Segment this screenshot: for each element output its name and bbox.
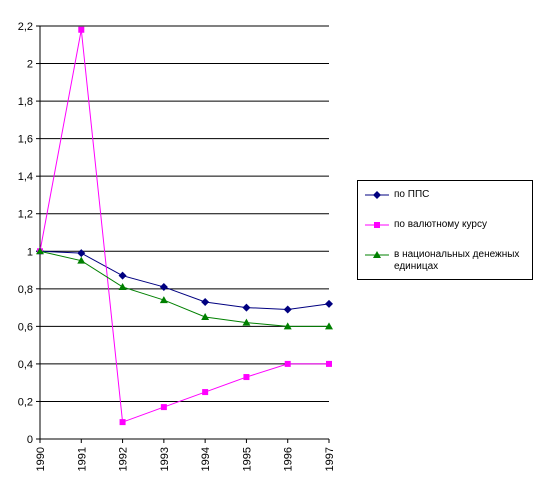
series-line	[39, 250, 329, 327]
legend-swatch-marker	[373, 251, 381, 258]
y-tick-label: 0,4	[18, 359, 33, 371]
y-tick-label: 1	[27, 246, 33, 258]
legend-swatch-marker	[373, 191, 381, 199]
y-axis-tick-labels: 0 0,2 0,4 0,6 0,8 1 1,2 1,4 1,6 1,8 2 2,2	[18, 21, 33, 446]
x-tick-label: 1993	[159, 447, 171, 471]
data-point	[325, 322, 333, 330]
legend-swatch-marker	[374, 222, 380, 228]
data-point	[36, 247, 44, 255]
data-point	[77, 249, 86, 258]
y-tick-label: 0,8	[18, 284, 33, 296]
data-point	[159, 296, 168, 304]
legend-label-national-currency: в национальных денежных единицах	[394, 249, 520, 272]
legend-swatch-ppp	[365, 191, 389, 199]
data-point	[283, 305, 292, 314]
x-tick-label: 1995	[241, 447, 253, 471]
data-point	[283, 322, 292, 330]
data-point	[201, 297, 210, 306]
x-tick-label: 1996	[283, 447, 295, 471]
legend-item-exchange-rate: по валютному курсу	[364, 219, 530, 231]
y-tick-label: 0,6	[18, 321, 33, 333]
y-tick-label: 2	[27, 59, 33, 71]
x-tick-label: 1994	[200, 447, 212, 471]
chart-axes	[36, 25, 330, 443]
data-point	[242, 318, 251, 326]
data-point	[201, 312, 210, 320]
x-tick-label: 1992	[118, 447, 130, 471]
data-point	[159, 282, 168, 291]
data-point	[119, 419, 126, 426]
data-point	[160, 404, 167, 411]
y-tick-label: 1,6	[18, 134, 33, 146]
data-point	[78, 26, 85, 33]
chart-series	[36, 26, 333, 426]
data-point	[118, 282, 127, 290]
x-tick-label: 1990	[35, 447, 47, 471]
data-point	[242, 303, 251, 312]
legend-label-exchange-rate: по валютному курсу	[394, 219, 487, 230]
series-line	[39, 250, 330, 310]
legend-label-ppp: по ППС	[394, 189, 430, 200]
y-tick-label: 1,4	[18, 171, 33, 183]
y-tick-label: 1,8	[18, 96, 33, 108]
chart-legend: по ППС по валютному курсу в национальных…	[357, 180, 533, 280]
x-tick-label: 1991	[76, 447, 88, 471]
series-line	[39, 29, 329, 423]
y-tick-label: 0	[27, 434, 33, 446]
y-tick-label: 2,2	[18, 21, 33, 33]
y-tick-label: 1,2	[18, 209, 33, 221]
data-point	[326, 360, 332, 367]
legend-item-national-currency: в национальных денежных единицах	[364, 249, 530, 273]
series-0	[36, 247, 333, 314]
series-2	[36, 247, 333, 330]
data-point	[325, 299, 333, 308]
x-tick-label: 1997	[324, 447, 336, 471]
legend-swatch-exchange-rate	[365, 222, 389, 228]
y-tick-label: 0,2	[18, 396, 33, 408]
data-point	[202, 389, 209, 396]
data-point	[243, 374, 250, 381]
data-point	[77, 256, 86, 264]
series-1	[37, 26, 332, 426]
chart-gridlines	[40, 25, 329, 402]
data-point	[284, 360, 291, 367]
legend-swatch-national-currency	[365, 251, 389, 258]
data-point	[118, 271, 127, 280]
legend-item-ppp: по ППС	[364, 189, 530, 201]
x-axis-tick-labels: 1990 1991 1992 1993 1994 1995 1996 1997	[35, 447, 336, 471]
